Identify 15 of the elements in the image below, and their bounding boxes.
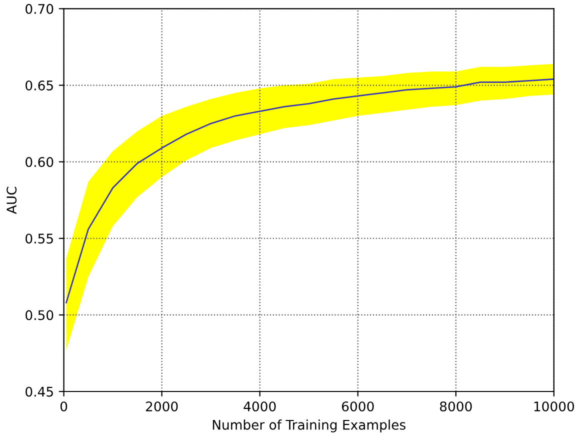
- y-tick-label: 0.70: [26, 4, 54, 14]
- x-tick-label: 2000: [146, 401, 178, 412]
- y-tick-label: 0.65: [26, 80, 53, 90]
- x-tick-label: 0: [60, 401, 68, 412]
- x-axis-title: Number of Training Examples: [212, 420, 406, 432]
- y-tick-label: 0.45: [26, 386, 53, 397]
- y-tick-label: 0.55: [26, 234, 53, 244]
- y-tick-label: 0.60: [26, 157, 54, 168]
- line-series: [66, 78, 554, 304]
- x-tick-label: 10000: [534, 401, 574, 412]
- x-tick-label: 8000: [440, 401, 472, 412]
- y-axis-title: AUC: [6, 186, 17, 214]
- x-tick-label: 6000: [342, 401, 374, 412]
- x-tick-label: 4000: [244, 401, 276, 412]
- y-tick-label: 0.50: [26, 310, 54, 320]
